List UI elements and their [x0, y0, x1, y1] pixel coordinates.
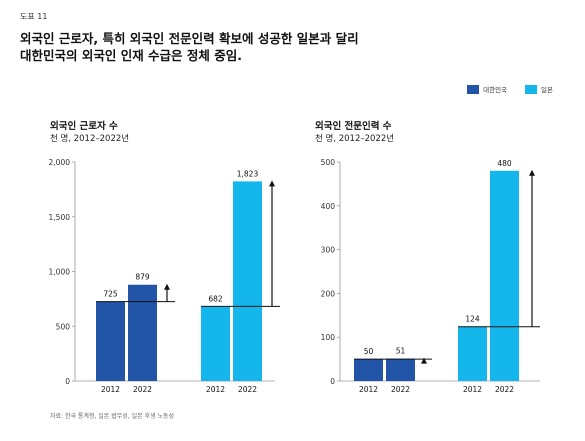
- legend-swatch-korea: [467, 84, 480, 94]
- figure-headline: 외국인 근로자, 특히 외국인 전문인력 확보에 성공한 일본과 달리 대한민국…: [20, 30, 540, 64]
- chart-1-growth-arrowhead: [269, 180, 275, 187]
- chart-1-bar-japan-2012: [201, 306, 230, 381]
- chart-2-data-label: 480: [497, 159, 512, 168]
- chart-1-bar-korea-2012: [96, 301, 125, 381]
- chart-1-y-tick-label: 1,500: [49, 213, 71, 222]
- chart-1-x-tick-label: 2012: [101, 385, 120, 394]
- source-note: 자료: 한국 통계청, 일본 법무성, 일본 후생 노동성: [50, 413, 175, 420]
- chart-1-data-label: 682: [208, 294, 223, 303]
- chart-1-data-label: 725: [103, 290, 118, 299]
- chart-2-bar-japan-2022: [490, 170, 519, 381]
- chart-1-y-tick-label: 1,000: [49, 268, 71, 277]
- chart-2-y-tick-label: 300: [321, 246, 336, 255]
- headline-line-2: 대한민국의 외국인 인재 수급은 정체 중임.: [20, 48, 243, 63]
- chart-1-x-tick-label: 2012: [206, 385, 225, 394]
- legend-item-japan: 일본: [525, 84, 553, 94]
- chart-2-bar-japan-2012: [458, 326, 487, 381]
- left-chart-subtitle: 천 명, 2012–2022년: [50, 134, 130, 144]
- chart-2-x-tick-label: 2022: [495, 385, 514, 394]
- legend-swatch-japan: [525, 84, 538, 94]
- chart-2-growth-arrowhead: [421, 357, 427, 364]
- chart-1-x-tick-label: 2022: [133, 385, 152, 394]
- chart-1-y-tick-label: 2,000: [49, 158, 71, 167]
- chart-2-data-label: 50: [364, 347, 374, 356]
- figure-label: 도표 11: [20, 12, 48, 21]
- chart-1-y-tick-label: 0: [65, 377, 70, 386]
- legend-item-korea: 대한민국: [467, 84, 507, 94]
- chart-1-data-label: 1,823: [237, 169, 259, 178]
- chart-2-y-tick-label: 100: [321, 333, 336, 342]
- chart-2-data-label: 51: [396, 347, 406, 356]
- legend: 대한민국 일본: [449, 84, 553, 94]
- right-chart-subtitle: 천 명, 2012–2022년: [315, 134, 395, 144]
- chart-2-x-tick-label: 2012: [359, 385, 378, 394]
- chart-1-bar-korea-2022: [128, 284, 157, 381]
- chart-1-bar-japan-2022: [233, 181, 262, 381]
- chart-2-data-label: 124: [465, 315, 480, 324]
- legend-label-korea: 대한민국: [483, 86, 508, 94]
- chart-1-x-tick-label: 2022: [238, 385, 257, 394]
- chart-1-growth-arrowhead: [164, 283, 170, 290]
- chart-2-bar-korea-2012: [354, 359, 383, 381]
- chart-1-data-label: 879: [135, 273, 150, 282]
- left-chart-title: 외국인 근로자 수: [50, 121, 118, 132]
- chart-2-x-tick-label: 2012: [463, 385, 482, 394]
- legend-label-japan: 일본: [541, 86, 553, 94]
- chart-2-y-tick-label: 400: [321, 202, 336, 211]
- chart-2-y-tick-label: 500: [321, 158, 336, 167]
- chart-2-x-tick-label: 2022: [391, 385, 410, 394]
- chart-1-y-tick-label: 500: [56, 322, 71, 331]
- right-chart-title: 외국인 전문인력 수: [315, 121, 392, 132]
- headline-line-1: 외국인 근로자, 특히 외국인 전문인력 확보에 성공한 일본과 달리: [20, 31, 359, 46]
- chart-2-bar-korea-2022: [386, 358, 415, 381]
- chart-2-growth-arrowhead: [529, 169, 535, 176]
- chart-2-y-tick-label: 200: [321, 289, 336, 298]
- chart-2-y-tick-label: 0: [330, 377, 335, 386]
